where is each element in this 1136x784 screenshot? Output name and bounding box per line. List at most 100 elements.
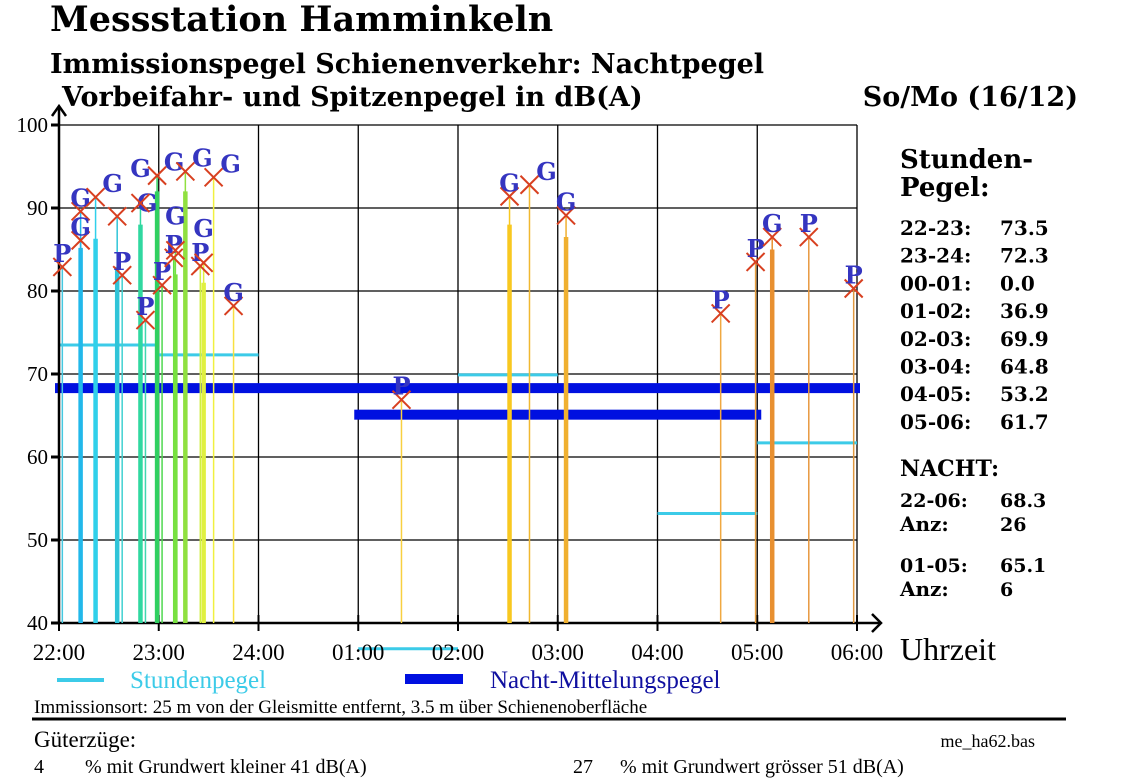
- hour-level-value: 72.3: [1000, 244, 1049, 268]
- event-type-label: G: [130, 154, 151, 183]
- event-type-label: G: [165, 201, 186, 230]
- date-label: So/Mo (16/12): [863, 82, 1078, 113]
- event-type-label: G: [137, 188, 158, 217]
- axes: 40 50 60 70 80 90 100 22:00 23:00 24:00 01:00 02:00…: [17, 103, 883, 665]
- legend-nacht-swatch: [405, 674, 463, 684]
- nacht-22-06-value: 68.3: [1000, 490, 1046, 512]
- event-type-label: G: [556, 187, 577, 216]
- x-tick-label: 01:00: [332, 640, 384, 665]
- pct-low-text: % mit Grundwert kleiner 41 dB(A): [85, 756, 367, 778]
- x-tick-label: 02:00: [432, 640, 484, 665]
- x-tick-label: 03:00: [532, 640, 584, 665]
- pct-high-text: % mit Grundwert grösser 51 dB(A): [620, 756, 904, 778]
- hour-level-label: 03-04:: [900, 355, 971, 379]
- hour-level-label: 04-05:: [900, 382, 971, 406]
- y-tick-label: 50: [27, 528, 48, 552]
- event-marker: [223, 296, 244, 316]
- anz-value-2: 6: [1000, 579, 1013, 601]
- event-marker: [745, 252, 766, 272]
- page-title: Messstation Hamminkeln: [50, 0, 553, 40]
- x-axis-arrow: [871, 613, 883, 633]
- legend-nacht-label: Nacht-Mittelungspegel: [490, 667, 721, 694]
- event-marker: [112, 265, 132, 285]
- gueterzuege-label: Güterzüge:: [34, 727, 136, 752]
- event-type-label: P: [191, 238, 209, 267]
- event-type-label: G: [102, 169, 123, 198]
- event-type-label: P: [113, 247, 131, 276]
- hour-level-value: 53.2: [1000, 382, 1049, 406]
- event-marker: [107, 206, 127, 227]
- nacht-heading: NACHT:: [900, 456, 999, 482]
- event-type-label: G: [70, 183, 91, 212]
- event-marker: [164, 248, 184, 268]
- hour-level-label: 23-24:: [900, 244, 971, 268]
- hour-level-value: 36.9: [1000, 299, 1049, 323]
- event-type-label: P: [165, 230, 183, 259]
- hour-level-value: 61.7: [1000, 410, 1049, 434]
- hour-level-value: 64.8: [1000, 355, 1049, 379]
- event-type-label: P: [136, 292, 154, 321]
- nacht-01-05-label: 01-05:: [900, 555, 968, 577]
- event-marker: [152, 275, 172, 295]
- event-type-label: P: [800, 209, 818, 238]
- file-name: me_ha62.bas: [941, 731, 1035, 751]
- x-axis-label: Uhrzeit: [900, 631, 996, 667]
- event-type-label: P: [392, 372, 410, 401]
- event-type-label: G: [193, 214, 214, 243]
- y-tick-label: 40: [27, 611, 48, 635]
- nacht-01-05-value: 65.1: [1000, 555, 1046, 577]
- y-tick-label: 100: [17, 113, 49, 137]
- event-marker: [556, 205, 576, 226]
- pct-high-value: 27: [573, 756, 593, 778]
- event-type-label: P: [53, 239, 71, 268]
- event-marker: [175, 161, 196, 182]
- event-marker: [147, 165, 167, 186]
- x-tick-label: 06:00: [831, 640, 883, 665]
- event-type-label: P: [747, 234, 765, 263]
- nacht-22-06-label: 22-06:: [900, 490, 968, 512]
- x-tick-label: 22:00: [33, 640, 85, 665]
- y-tick-label: 90: [27, 196, 48, 220]
- legend: Stundenpegel Nacht-Mittelungspegel: [57, 667, 721, 694]
- event-marker: [193, 253, 214, 273]
- nacht-mittelungspegel-bar: [55, 383, 860, 394]
- event-marker: [843, 278, 864, 299]
- event-marker: [519, 175, 540, 195]
- subtitle-1: Immissionspegel Schienenverkehr: Nachtpe…: [50, 49, 764, 80]
- x-tick-label: 05:00: [731, 640, 783, 665]
- side-heading-1: Stunden-: [900, 145, 1033, 175]
- anz-value-1: 26: [1000, 514, 1026, 536]
- hour-level-value: 69.9: [1000, 327, 1049, 351]
- side-heading-2: Pegel:: [900, 173, 990, 203]
- event-marker: [799, 227, 819, 247]
- event-type-label: G: [223, 278, 244, 307]
- event-type-label: P: [153, 257, 171, 286]
- event-type-label: G: [536, 157, 557, 186]
- hour-level-label: 02-03:: [900, 327, 971, 351]
- y-axis-arrow: [50, 103, 68, 117]
- legend-stundenpegel-label: Stundenpegel: [130, 667, 266, 694]
- event-marker: [135, 310, 156, 330]
- pct-low-value: 4: [34, 756, 44, 778]
- event-marker: [52, 257, 73, 277]
- y-tick-label: 70: [27, 362, 48, 386]
- event-marker: [762, 227, 782, 247]
- hour-level-label: 00-01:: [900, 271, 971, 295]
- event-marker: [203, 167, 224, 187]
- event-type-label: G: [499, 168, 520, 197]
- x-tick-label: 23:00: [133, 640, 185, 665]
- event-marker: [499, 186, 520, 207]
- subtitle-2: Vorbeifahr- und Spitzenpegel in dB(A): [61, 82, 643, 113]
- event-type-label: P: [712, 285, 730, 314]
- event-type-label: G: [70, 212, 91, 241]
- event-type-label: G: [164, 148, 185, 177]
- y-tick-label: 60: [27, 445, 48, 469]
- event-marker: [70, 230, 91, 251]
- event-marker: [710, 303, 731, 324]
- hour-level-label: 01-02:: [900, 299, 971, 323]
- immissionsort-text: Immissionsort: 25 m von der Gleismitte e…: [34, 697, 647, 718]
- x-tick-label: 04:00: [631, 640, 683, 665]
- nacht-mittelungspegel-series: [55, 383, 860, 420]
- x-tick-label: 24:00: [232, 640, 284, 665]
